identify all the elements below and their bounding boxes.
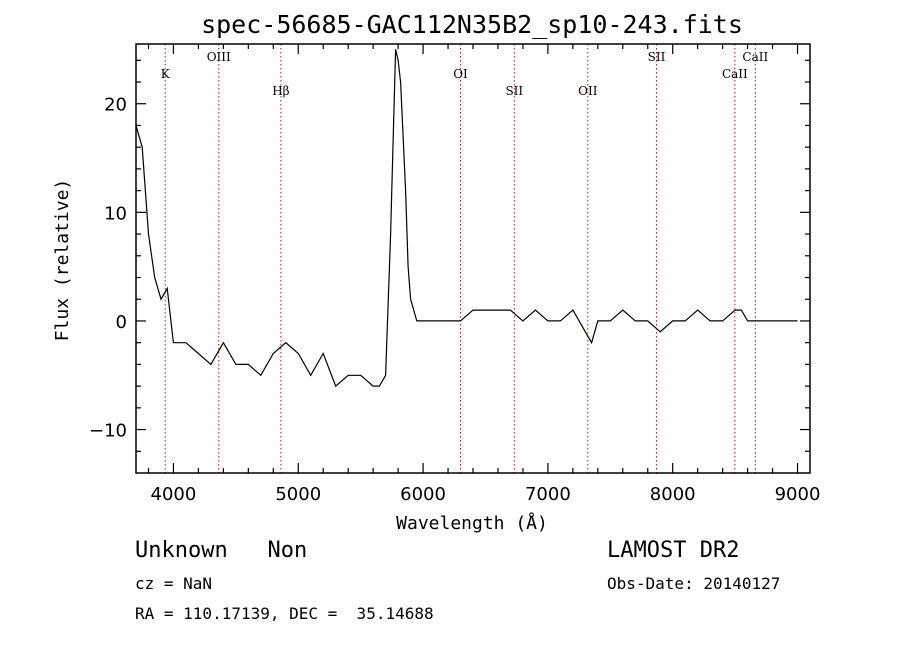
line-label-1: OIII bbox=[207, 50, 231, 64]
x-tick-label: 6000 bbox=[400, 484, 446, 505]
x-tick-label: 4000 bbox=[151, 484, 197, 505]
y-axis-label: Flux (relative) bbox=[52, 179, 73, 342]
line-label-3: OI bbox=[453, 67, 468, 81]
y-tick-label: −10 bbox=[89, 421, 127, 442]
x-tick-label: 7000 bbox=[525, 484, 571, 505]
line-label-7: CaII bbox=[722, 67, 748, 81]
line-label-2: Hβ bbox=[272, 84, 289, 98]
line-labels: K OIII Hβ OI SII OII SII CaII CaII bbox=[161, 50, 769, 98]
ra-dec: RA = 110.17139, DEC = 35.14688 bbox=[135, 604, 434, 623]
x-tick-label: 9000 bbox=[775, 484, 821, 505]
y-tick-label: 0 bbox=[116, 312, 127, 333]
axis-ticks: 4000 5000 6000 7000 8000 9000 −10 0 10 20 bbox=[89, 44, 820, 505]
plot-frame bbox=[135, 43, 811, 474]
line-label-8: CaII bbox=[742, 50, 768, 64]
x-tick-label: 8000 bbox=[650, 484, 696, 505]
survey-name: LAMOST DR2 bbox=[607, 538, 740, 563]
line-label-4: SII bbox=[505, 84, 523, 98]
y-tick-label: 20 bbox=[104, 95, 127, 116]
line-label-6: SII bbox=[648, 50, 666, 64]
redshift-cz: cz = NaN bbox=[135, 574, 213, 593]
x-axis-label: Wavelength (Å) bbox=[396, 512, 548, 534]
chart-title: spec-56685-GAC112N35B2_sp10-243.fits bbox=[201, 10, 743, 39]
spectrum-line bbox=[135, 49, 798, 388]
x-tick-label: 5000 bbox=[275, 484, 321, 505]
obs-date: Obs-Date: 20140127 bbox=[607, 574, 781, 593]
y-tick-label: 10 bbox=[104, 203, 127, 224]
line-label-0: K bbox=[161, 67, 171, 81]
object-class: Unknown Non bbox=[135, 538, 308, 563]
emission-lines bbox=[164, 44, 756, 473]
line-label-5: OII bbox=[578, 84, 598, 98]
